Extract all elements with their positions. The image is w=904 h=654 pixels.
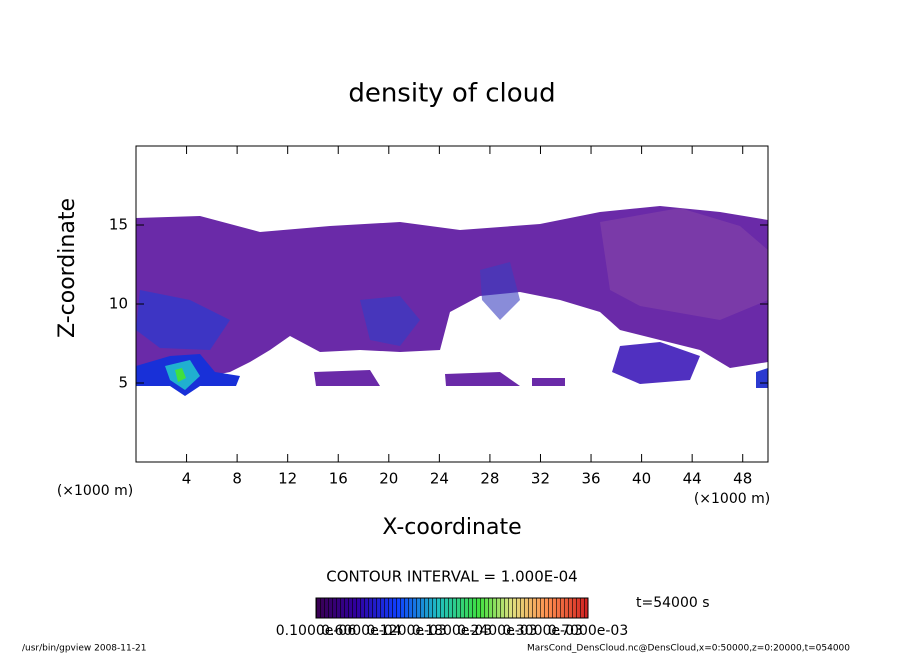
- x-tick-label: 12: [278, 470, 297, 488]
- colorbar-label: 0.1000e-06: [276, 623, 357, 639]
- x-tick-label: 16: [329, 470, 348, 488]
- x-tick-label: 8: [232, 470, 242, 488]
- x-unit-label: (×1000 m): [57, 483, 133, 499]
- footer-right: MarsCond_DensCloud.nc@DensCloud,x=0:5000…: [527, 644, 850, 654]
- x-tick-label: 36: [581, 470, 600, 488]
- time-label: t=54000 s: [636, 595, 710, 611]
- x-tick-label: 20: [379, 470, 398, 488]
- colorbar-frame: [315, 597, 589, 619]
- x-tick-label: 28: [480, 470, 499, 488]
- x-tick-label: 40: [632, 470, 651, 488]
- x-tick-label: 44: [683, 470, 702, 488]
- y-tick-label: 10: [109, 295, 128, 313]
- chart-title: density of cloud: [348, 79, 555, 109]
- contour-field: [136, 206, 768, 396]
- y-tick-label: 5: [118, 374, 128, 392]
- colorbar-label: 0.1200e-03: [366, 623, 446, 639]
- contour-interval: CONTOUR INTERVAL = 1.000E-04: [326, 568, 577, 586]
- colorbar-label: 0.2400e-03: [457, 623, 537, 639]
- x-unit-label: (×1000 m): [694, 491, 770, 507]
- y-tick-label: 15: [109, 216, 128, 234]
- colorbar-label: 0.3000e-03: [502, 623, 582, 639]
- x-tick-label: 4: [182, 470, 192, 488]
- x-tick-label: 32: [531, 470, 550, 488]
- colorbar-label: 0.1800e-03: [412, 623, 492, 639]
- x-axis-label: X-coordinate: [382, 515, 521, 540]
- x-tick-label: 24: [430, 470, 449, 488]
- colorbar-label: 0.6000e-04: [321, 623, 402, 639]
- footer-left: /usr/bin/gpview 2008-11-21: [22, 644, 146, 654]
- x-tick-label: 48: [733, 470, 752, 488]
- colorbar-label: 0.7000e-03: [548, 623, 628, 639]
- y-axis-label: Z-coordinate: [55, 198, 80, 338]
